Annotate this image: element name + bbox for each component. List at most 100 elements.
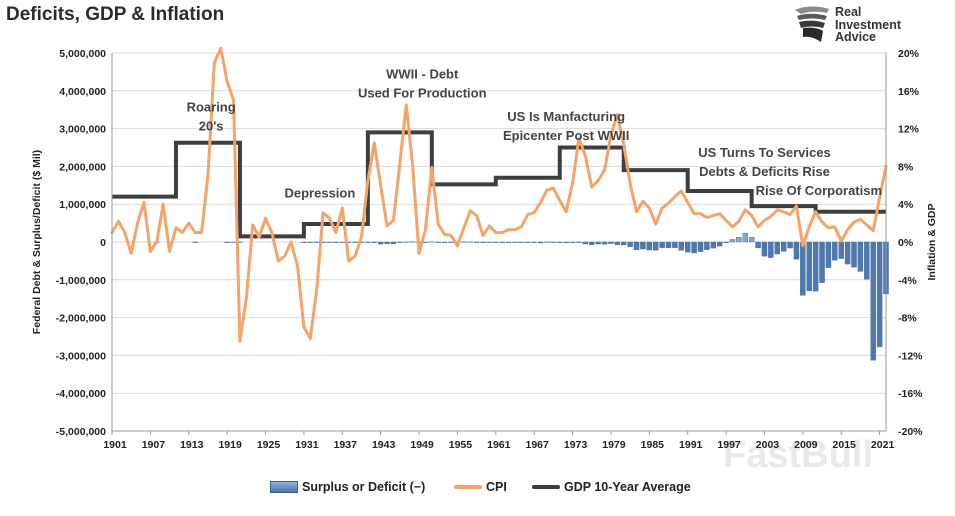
deficit-bar <box>659 241 665 248</box>
brand-line-1: Real <box>835 5 862 19</box>
deficit-bar <box>729 239 736 243</box>
left-tick-label: -5,000,000 <box>56 426 106 438</box>
deficit-bar <box>461 241 467 243</box>
deficit-bar <box>608 241 614 244</box>
deficit-bar <box>633 241 640 251</box>
x-tick-label: 1901 <box>103 439 127 451</box>
deficit-bar <box>518 241 525 243</box>
deficit-bar <box>576 241 582 243</box>
x-tick-label: 1961 <box>487 439 511 451</box>
left-axis: 5,000,000 4,000,000 3,000,000 2,000,000 1,00… <box>56 48 106 438</box>
brand-logo: Real Investment Advice <box>793 4 913 46</box>
x-tick-label: 1937 <box>334 439 358 451</box>
annotation-label: US Turns To Services <box>698 145 830 160</box>
annotation-label: 20's <box>199 118 224 133</box>
deficit-bar <box>832 241 838 261</box>
deficit-bar <box>589 241 595 245</box>
eagle-head-icon <box>795 6 829 42</box>
deficit-bar <box>486 241 493 243</box>
deficit-bar <box>601 241 608 245</box>
legend-item-deficit: Surplus or Deficit (−) <box>270 479 425 495</box>
deficit-bar <box>307 241 314 243</box>
deficit-bar <box>365 241 371 243</box>
deficit-bar <box>723 241 729 243</box>
left-tick-label: 1,000,000 <box>59 199 106 211</box>
deficit-bar <box>793 241 800 260</box>
deficit-bar <box>748 237 755 243</box>
deficit-bar <box>192 241 198 243</box>
deficit-bar <box>569 241 576 243</box>
deficit-bar <box>499 241 505 243</box>
deficit-bar <box>621 241 627 246</box>
legend-item-cpi: CPI <box>454 479 507 495</box>
x-tick-label: 1925 <box>257 439 281 451</box>
left-axis-title: Federal Debt & Surplus/Deficit ($ Mil) <box>31 150 43 334</box>
left-tick-label: 3,000,000 <box>59 124 106 136</box>
annotation-label: Epicenter Post WWII <box>503 128 629 143</box>
deficit-bar <box>467 241 473 243</box>
x-tick-label: 2009 <box>794 439 818 451</box>
legend-label-deficit: Surplus or Deficit (−) <box>302 480 426 494</box>
brand-line-3: Advice <box>835 30 876 44</box>
gdp-line <box>112 130 886 239</box>
annotation-label: Used For Production <box>358 85 487 100</box>
deficit-bar <box>844 241 851 265</box>
deficit-bar <box>838 241 844 259</box>
deficit-bar <box>704 241 710 250</box>
deficit-bar <box>806 241 812 292</box>
x-tick-label: 1907 <box>142 439 166 451</box>
deficit-bar <box>710 241 716 249</box>
deficit-bar <box>371 241 377 243</box>
deficit-bar <box>531 241 537 243</box>
cpi-swatch <box>454 485 482 489</box>
deficit-bar <box>678 241 685 251</box>
deficit-bar <box>550 241 557 243</box>
legend-item-gdp: GDP 10-Year Average <box>532 479 691 495</box>
deficit-bar <box>409 241 416 243</box>
x-tick-label: 1979 <box>602 439 626 451</box>
deficit-bar <box>780 241 787 252</box>
x-tick-label: 1955 <box>449 439 473 451</box>
deficit-bar <box>595 241 601 245</box>
deficit-bar <box>505 241 512 243</box>
right-tick-label: -8% <box>898 313 917 325</box>
x-tick-label: 2015 <box>833 439 857 451</box>
deficit-bar <box>627 241 633 247</box>
deficit-bar <box>512 241 518 243</box>
deficit-bar <box>563 241 569 244</box>
left-tick-label: -2,000,000 <box>56 313 106 325</box>
deficit-bar <box>716 241 723 247</box>
deficit-bar <box>448 241 454 243</box>
x-tick-label: 1913 <box>180 439 204 451</box>
deficit-bar <box>301 241 307 243</box>
deficit-bar <box>684 241 691 253</box>
x-tick-label: 1931 <box>295 439 319 451</box>
deficit-bar <box>755 241 761 249</box>
deficit-bar <box>640 241 646 250</box>
deficit-bar <box>403 241 409 243</box>
deficit-bar <box>537 241 544 244</box>
right-tick-label: 20% <box>898 48 920 60</box>
deficit-bar <box>646 241 653 251</box>
x-tick-label: 1967 <box>526 439 550 451</box>
x-axis: 1901 1907 1913 1919 1925 1931 1937 1943 1949 1955… <box>103 53 894 451</box>
deficit-bar <box>825 241 832 268</box>
deficit-bar <box>742 232 748 243</box>
x-tick-label: 2003 <box>756 439 780 451</box>
deficit-bar <box>480 241 486 243</box>
right-axis: 20% 16% 12% 8% 4% 0% -4% -8% -12% -16% -20% <box>898 48 923 438</box>
deficit-bar <box>352 241 358 243</box>
deficit-swatch <box>270 481 298 493</box>
deficit-bar <box>774 241 780 255</box>
deficit-bar <box>429 241 435 243</box>
deficit-bar <box>761 241 768 257</box>
x-tick-label: 1985 <box>641 439 665 451</box>
deficit-bar <box>326 241 333 243</box>
deficit-bar <box>864 241 870 280</box>
deficit-bar <box>736 237 742 243</box>
deficit-bar <box>870 241 876 361</box>
right-tick-label: 8% <box>898 161 914 173</box>
annotation-label: Depression <box>284 186 355 201</box>
deficit-bar <box>441 241 448 243</box>
